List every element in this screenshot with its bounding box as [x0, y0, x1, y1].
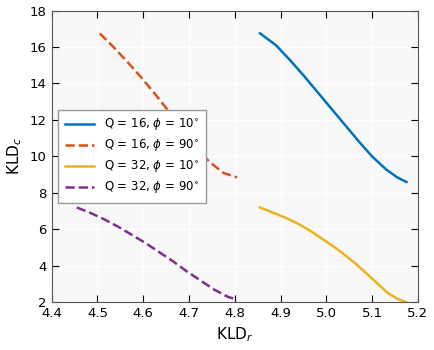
Q = 32, $\phi$ = 90$^{\circ}$	[88, 211, 93, 215]
Q = 16, $\phi$ = 10$^{\circ}$	[257, 31, 263, 35]
Q = 32, $\phi$ = 90$^{\circ}$	[143, 241, 148, 245]
Q = 32, $\phi$ = 90$^{\circ}$	[198, 278, 203, 282]
Q = 32, $\phi$ = 10$^{\circ}$	[385, 291, 391, 295]
Q = 32, $\phi$ = 10$^{\circ}$	[306, 227, 311, 231]
Q = 32, $\phi$ = 90$^{\circ}$	[157, 250, 162, 254]
Q = 32, $\phi$ = 10$^{\circ}$	[369, 276, 375, 281]
Q = 16, $\phi$ = 90$^{\circ}$	[207, 160, 212, 164]
Q = 32, $\phi$ = 90$^{\circ}$	[211, 287, 217, 292]
Q = 16, $\phi$ = 10$^{\circ}$	[369, 154, 375, 159]
Q = 16, $\phi$ = 10$^{\circ}$	[383, 167, 388, 171]
Line: Q = 16, $\phi$ = 10$^{\circ}$: Q = 16, $\phi$ = 10$^{\circ}$	[260, 33, 406, 182]
Q = 16, $\phi$ = 90$^{\circ}$	[125, 60, 130, 64]
Q = 16, $\phi$ = 10$^{\circ}$	[273, 43, 279, 47]
Q = 32, $\phi$ = 10$^{\circ}$	[395, 296, 400, 301]
X-axis label: KLD$_r$: KLD$_r$	[216, 326, 253, 344]
Q = 32, $\phi$ = 10$^{\circ}$	[271, 211, 276, 215]
Line: Q = 32, $\phi$ = 10$^{\circ}$: Q = 32, $\phi$ = 10$^{\circ}$	[260, 208, 406, 302]
Q = 16, $\phi$ = 90$^{\circ}$	[193, 145, 198, 149]
Q = 32, $\phi$ = 10$^{\circ}$	[353, 262, 358, 266]
Q = 16, $\phi$ = 90$^{\circ}$	[180, 127, 185, 131]
Q = 16, $\phi$ = 90$^{\circ}$	[221, 171, 226, 175]
Q = 32, $\phi$ = 90$^{\circ}$	[129, 233, 135, 237]
Q = 32, $\phi$ = 90$^{\circ}$	[115, 225, 121, 229]
Q = 16, $\phi$ = 10$^{\circ}$	[404, 180, 409, 184]
Q = 16, $\phi$ = 90$^{\circ}$	[234, 175, 240, 180]
Legend: Q = 16, $\phi$ = 10$^{\circ}$, Q = 16, $\phi$ = 90$^{\circ}$, Q = 32, $\phi$ = 1: Q = 16, $\phi$ = 10$^{\circ}$, Q = 16, $…	[58, 110, 206, 203]
Q = 32, $\phi$ = 90$^{\circ}$	[171, 259, 176, 264]
Q = 32, $\phi$ = 10$^{\circ}$	[294, 221, 299, 225]
Q = 16, $\phi$ = 90$^{\circ}$	[111, 45, 116, 49]
Q = 16, $\phi$ = 90$^{\circ}$	[152, 91, 157, 96]
Q = 32, $\phi$ = 10$^{\circ}$	[335, 247, 340, 252]
Q = 32, $\phi$ = 90$^{\circ}$	[234, 298, 240, 302]
Q = 16, $\phi$ = 90$^{\circ}$	[166, 109, 171, 113]
Q = 16, $\phi$ = 10$^{\circ}$	[342, 122, 347, 127]
Q = 16, $\phi$ = 10$^{\circ}$	[287, 58, 293, 62]
Line: Q = 32, $\phi$ = 90$^{\circ}$: Q = 32, $\phi$ = 90$^{\circ}$	[77, 208, 237, 300]
Q = 16, $\phi$ = 10$^{\circ}$	[315, 90, 320, 94]
Q = 32, $\phi$ = 10$^{\circ}$	[283, 216, 288, 220]
Q = 16, $\phi$ = 10$^{\circ}$	[356, 139, 361, 143]
Q = 16, $\phi$ = 90$^{\circ}$	[138, 75, 144, 79]
Q = 16, $\phi$ = 10$^{\circ}$	[328, 106, 333, 110]
Y-axis label: KLD$_c$: KLD$_c$	[6, 138, 24, 175]
Q = 16, $\phi$ = 10$^{\circ}$	[395, 175, 400, 180]
Q = 32, $\phi$ = 10$^{\circ}$	[319, 236, 324, 240]
Q = 32, $\phi$ = 10$^{\circ}$	[257, 205, 263, 210]
Q = 32, $\phi$ = 90$^{\circ}$	[225, 295, 230, 299]
Q = 32, $\phi$ = 90$^{\circ}$	[184, 269, 189, 273]
Q = 16, $\phi$ = 10$^{\circ}$	[301, 73, 306, 77]
Line: Q = 16, $\phi$ = 90$^{\circ}$: Q = 16, $\phi$ = 90$^{\circ}$	[100, 33, 237, 177]
Q = 32, $\phi$ = 90$^{\circ}$	[102, 217, 107, 222]
Q = 32, $\phi$ = 90$^{\circ}$	[74, 205, 79, 210]
Q = 32, $\phi$ = 10$^{\circ}$	[404, 300, 409, 304]
Q = 16, $\phi$ = 90$^{\circ}$	[97, 31, 102, 35]
